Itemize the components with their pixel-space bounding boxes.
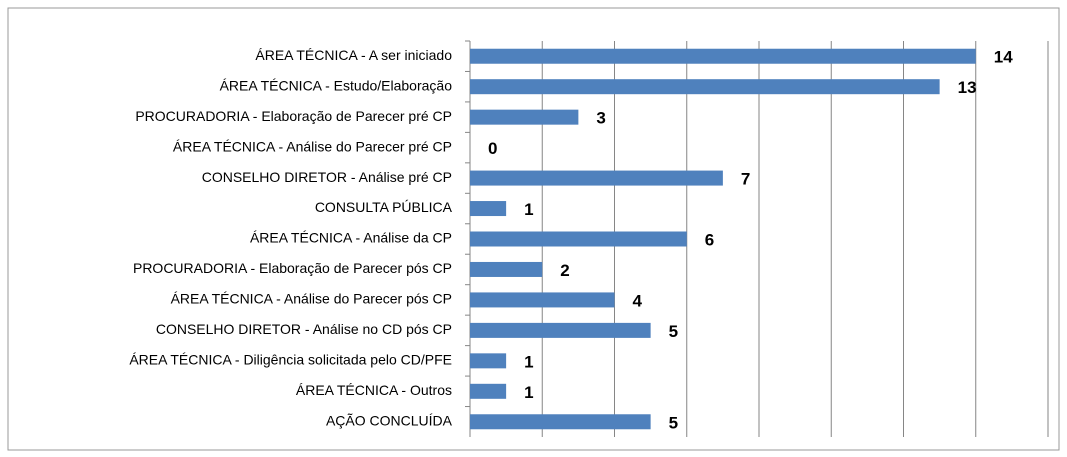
bar [470,353,507,369]
bar [470,231,687,247]
bar [470,322,651,338]
data-label: 1 [524,352,533,371]
data-label: 13 [958,78,977,97]
data-label: 6 [705,230,714,249]
category-label: ÁREA TÉCNICA - Outros [296,382,452,398]
category-label: CONSELHO DIRETOR - Análise pré CP [202,169,452,185]
category-label: ÁREA TÉCNICA - Análise do Parecer pré CP [173,138,452,154]
data-label: 5 [669,413,678,432]
category-label: ÁREA TÉCNICA - Diligência solicitada pel… [129,352,452,368]
data-label: 2 [560,261,569,280]
bar [470,170,723,186]
category-label: AÇÃO CONCLUÍDA [326,412,453,428]
bar [470,201,507,217]
bar [470,48,976,64]
bar [470,79,940,95]
category-label: ÁREA TÉCNICA - Análise do Parecer pós CP [171,291,452,307]
bar [470,383,507,399]
data-label: 14 [994,48,1013,67]
data-label: 3 [596,109,605,128]
data-label: 4 [633,291,643,310]
bar [470,261,543,277]
category-label: CONSULTA PÚBLICA [315,199,453,215]
category-label: PROCURADORIA - Elaboração de Parecer pós… [133,260,452,276]
data-label: 7 [741,170,750,189]
bar [470,109,579,125]
category-label: ÁREA TÉCNICA - Análise da CP [250,230,452,246]
data-label: 1 [524,383,533,402]
category-label: ÁREA TÉCNICA - A ser iniciado [255,47,452,63]
bar [470,292,615,308]
category-label: ÁREA TÉCNICA - Estudo/Elaboração [220,77,453,93]
data-label: 0 [488,139,497,158]
category-label: CONSELHO DIRETOR - Análise no CD pós CP [156,321,452,337]
category-label: PROCURADORIA - Elaboração de Parecer pré… [135,108,452,124]
data-label: 5 [669,322,678,341]
data-label: 1 [524,200,533,219]
bar [470,414,651,430]
